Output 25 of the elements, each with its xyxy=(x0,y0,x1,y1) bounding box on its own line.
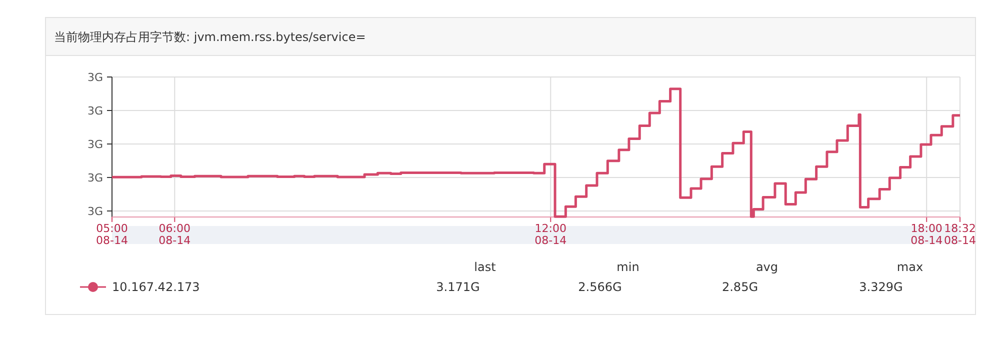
y-tick-label: 3G xyxy=(87,71,103,84)
text: last xyxy=(474,260,496,274)
text: 08-14 xyxy=(534,234,567,247)
x-tick-label: 18:32 xyxy=(944,222,976,235)
text: avg xyxy=(756,260,778,274)
legend-label: 10.167.42.173 xyxy=(112,280,200,294)
text: 08-14 xyxy=(944,234,976,247)
x-tick-label: 18:00 xyxy=(910,222,942,235)
y-tick-label: 3G xyxy=(87,104,103,118)
y-tick-label: 3G xyxy=(87,138,103,151)
text: 08-14 xyxy=(910,234,943,247)
y-tick-label: 3G xyxy=(87,171,103,184)
text: max xyxy=(896,260,924,274)
x-tick-label: 12:00 xyxy=(534,222,566,235)
x-tick-label: 06:00 xyxy=(158,222,191,235)
text: 3.329G xyxy=(859,280,903,294)
text: min xyxy=(616,260,640,274)
text: 08-14 xyxy=(158,234,191,247)
text: 2.566G xyxy=(578,280,622,294)
y-tick-label: 3G xyxy=(87,204,103,218)
text: 3.171G xyxy=(436,280,480,294)
x-axis-title: 08-14 xyxy=(96,234,128,247)
text: 2.85G xyxy=(722,280,758,294)
x-tick-label: 05:00 xyxy=(96,222,128,235)
chart-title: 当前物理内存占用字节数: jvm.mem.rss.bytes/service= xyxy=(54,30,366,44)
